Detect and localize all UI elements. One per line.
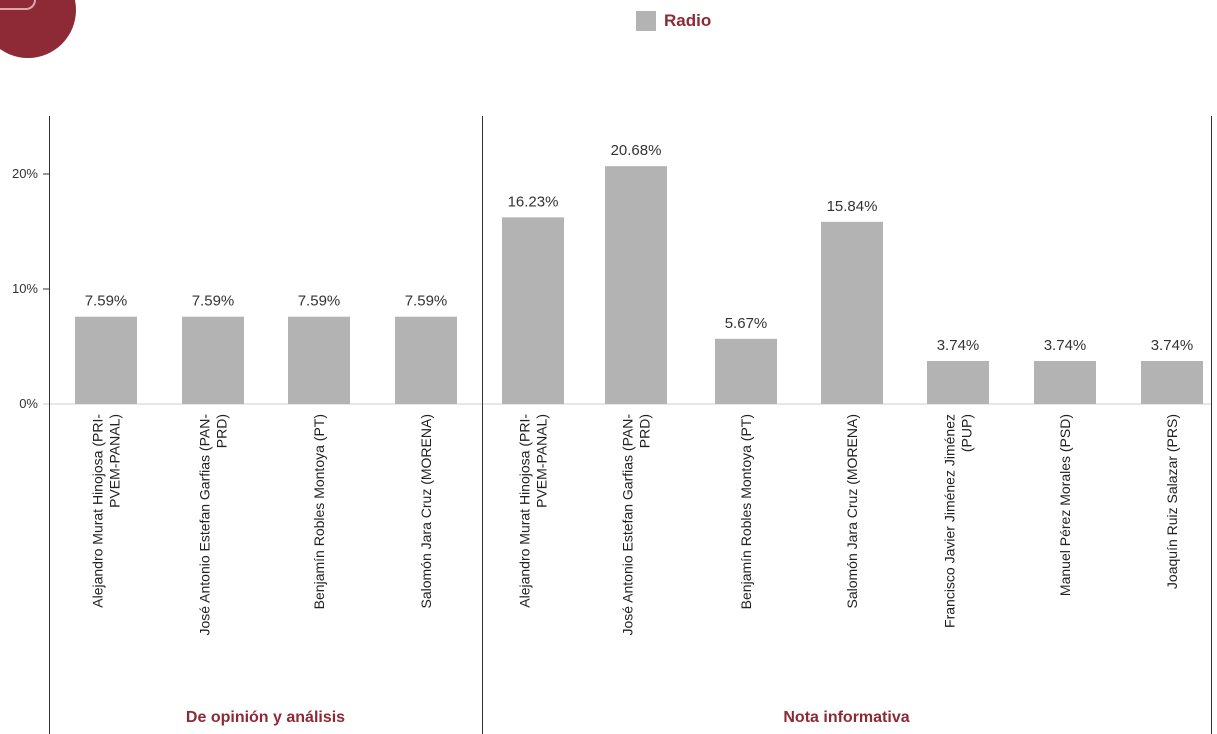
category-label: PRD) (214, 414, 230, 448)
category-label: PVEM-PANAL) (534, 414, 550, 508)
bar (502, 217, 564, 404)
data-label: 20.68% (611, 142, 662, 159)
bar (395, 316, 457, 404)
data-label: 3.74% (937, 337, 980, 354)
bar (715, 338, 777, 404)
group-label: Nota informativa (783, 709, 909, 726)
data-label: 3.74% (1044, 337, 1087, 354)
category-label: José Antonio Estefan Garfias (PAN- (620, 414, 636, 636)
y-tick-label: 10% (12, 281, 38, 296)
category-label: Joaquín Ruiz Salazar (PRS) (1164, 414, 1180, 589)
data-label: 7.59% (298, 293, 341, 310)
y-tick-label: 20% (12, 166, 38, 181)
bar (1034, 360, 1096, 404)
bar (288, 316, 350, 404)
category-label: Benjamín Robles Montoya (PT) (738, 414, 754, 609)
data-label: 7.59% (192, 293, 235, 310)
category-label: Salomón Jara Cruz (MORENA) (844, 414, 860, 609)
category-label: PRD) (637, 414, 653, 448)
legend-swatch (636, 11, 656, 31)
category-label: PVEM-PANAL) (107, 414, 123, 508)
category-label: Alejandro Murat Hinojosa (PRI- (517, 414, 533, 608)
bar (75, 316, 137, 404)
category-label: Francisco Javier Jiménez Jiménez (942, 414, 958, 628)
legend-label: Radio (664, 11, 712, 30)
category-label: Benjamín Robles Montoya (PT) (311, 414, 327, 609)
bar (821, 221, 883, 404)
group-label: De opinión y análisis (186, 709, 345, 726)
data-label: 7.59% (85, 293, 128, 310)
category-label: Manuel Pérez Morales (PSD) (1057, 414, 1073, 596)
bar (927, 360, 989, 404)
category-label: (PUP) (959, 414, 975, 452)
data-label: 15.84% (827, 198, 878, 215)
y-tick-label: 0% (19, 396, 38, 411)
data-label: 3.74% (1151, 337, 1194, 354)
category-label: José Antonio Estefan Garfias (PAN- (197, 414, 213, 636)
data-label: 5.67% (725, 315, 768, 332)
data-label: 7.59% (405, 293, 448, 310)
legend: Radio (636, 10, 711, 32)
bar (182, 316, 244, 404)
data-label: 16.23% (508, 193, 559, 210)
bar (605, 166, 667, 404)
bar (1141, 360, 1203, 404)
category-label: Alejandro Murat Hinojosa (PRI- (90, 414, 106, 608)
category-label: Salomón Jara Cruz (MORENA) (418, 414, 434, 609)
